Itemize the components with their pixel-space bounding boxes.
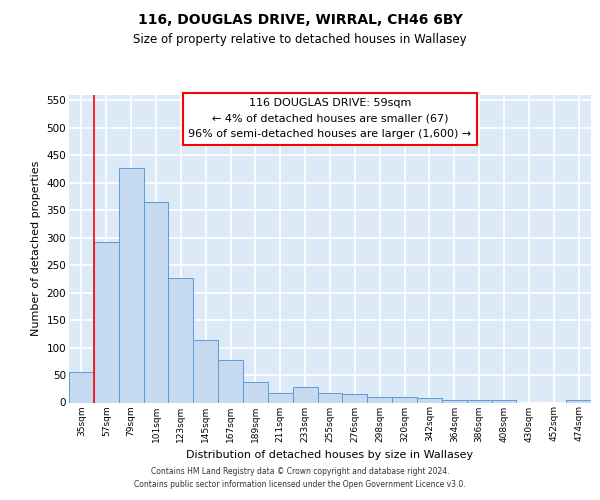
Bar bbox=[467, 400, 491, 402]
Bar bbox=[491, 400, 517, 402]
Bar bbox=[69, 372, 94, 402]
Bar bbox=[417, 398, 442, 402]
Bar bbox=[392, 397, 417, 402]
Bar bbox=[94, 242, 119, 402]
Bar bbox=[119, 168, 143, 402]
Bar bbox=[317, 393, 343, 402]
Bar bbox=[268, 393, 293, 402]
Bar bbox=[367, 397, 392, 402]
Text: 116, DOUGLAS DRIVE, WIRRAL, CH46 6BY: 116, DOUGLAS DRIVE, WIRRAL, CH46 6BY bbox=[137, 12, 463, 26]
Y-axis label: Number of detached properties: Number of detached properties bbox=[31, 161, 41, 336]
Bar bbox=[143, 202, 169, 402]
Bar bbox=[218, 360, 243, 403]
Bar bbox=[193, 340, 218, 402]
Bar bbox=[566, 400, 591, 402]
Text: Size of property relative to detached houses in Wallasey: Size of property relative to detached ho… bbox=[133, 32, 467, 46]
Bar bbox=[343, 394, 367, 402]
Bar bbox=[243, 382, 268, 402]
Text: Contains HM Land Registry data © Crown copyright and database right 2024.
Contai: Contains HM Land Registry data © Crown c… bbox=[134, 468, 466, 489]
Bar bbox=[442, 400, 467, 402]
Text: 116 DOUGLAS DRIVE: 59sqm
← 4% of detached houses are smaller (67)
96% of semi-de: 116 DOUGLAS DRIVE: 59sqm ← 4% of detache… bbox=[188, 98, 472, 140]
Bar bbox=[293, 387, 317, 402]
X-axis label: Distribution of detached houses by size in Wallasey: Distribution of detached houses by size … bbox=[187, 450, 473, 460]
Bar bbox=[169, 278, 193, 402]
